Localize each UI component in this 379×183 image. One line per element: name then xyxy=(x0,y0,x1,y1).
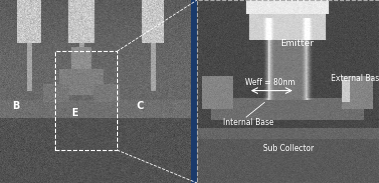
Bar xyxy=(197,0,379,183)
Text: Sub Collector: Sub Collector xyxy=(263,144,313,153)
Bar xyxy=(55,51,117,150)
Text: Weff = 80nm: Weff = 80nm xyxy=(245,78,295,87)
Text: B: B xyxy=(12,101,19,111)
Text: Emitter: Emitter xyxy=(280,39,314,48)
Text: C: C xyxy=(137,101,144,111)
Text: E: E xyxy=(71,109,77,118)
Bar xyxy=(191,0,197,183)
Text: Internal Base: Internal Base xyxy=(222,118,273,127)
Text: External Base: External Base xyxy=(331,74,379,83)
